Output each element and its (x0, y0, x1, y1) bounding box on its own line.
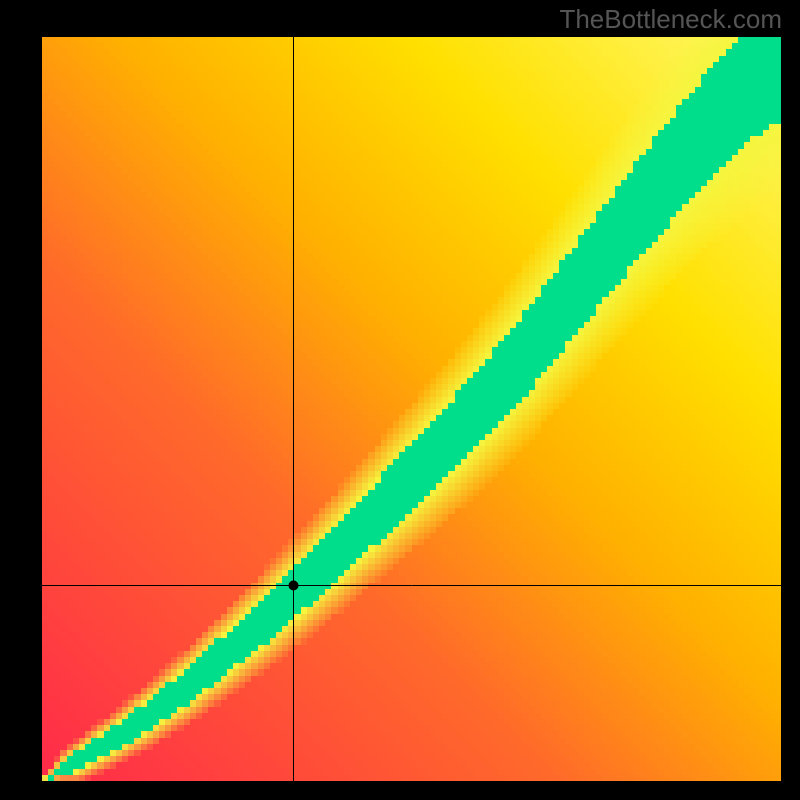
bottleneck-heatmap (42, 37, 781, 781)
watermark-text: TheBottleneck.com (559, 4, 782, 35)
